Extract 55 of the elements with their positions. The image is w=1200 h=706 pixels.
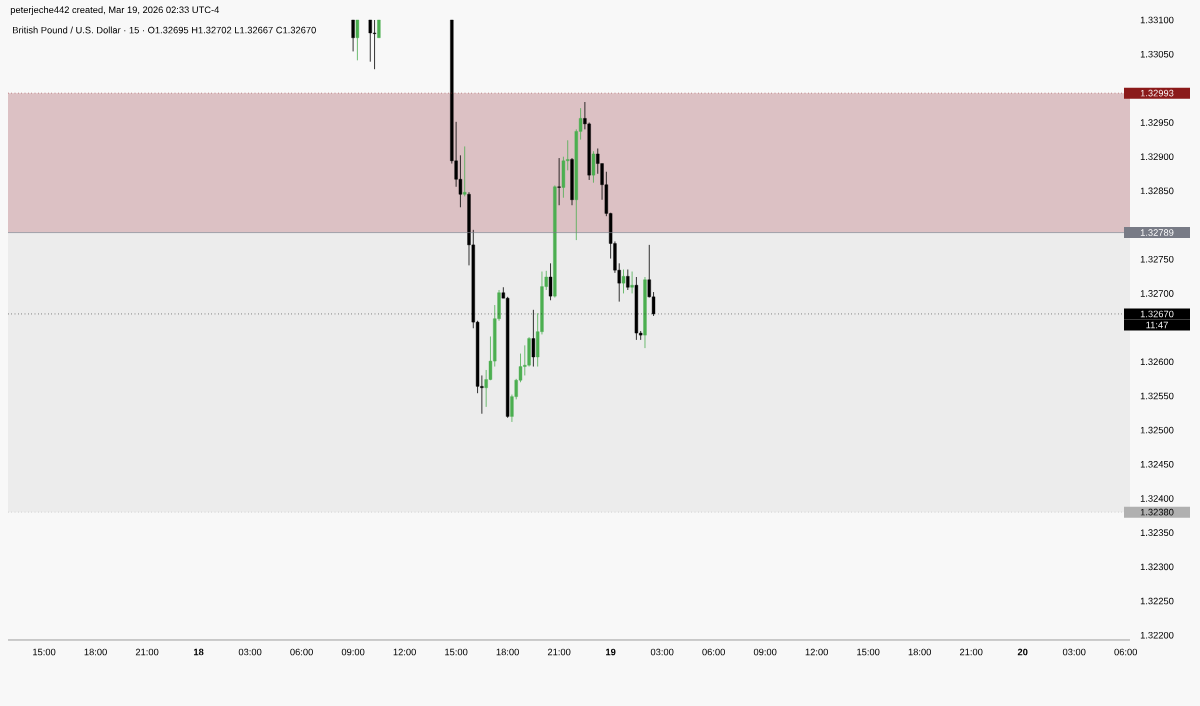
y-tick-label: 1.33050: [1140, 50, 1174, 58]
y-tick-label: 1.32300: [1140, 563, 1174, 571]
y-tick-label: 1.32350: [1140, 529, 1174, 536]
ref-line-label: 1.32670: [1140, 310, 1174, 318]
y-tick-label: 1.32400: [1140, 495, 1174, 502]
x-tick-label: 12:00: [393, 648, 416, 656]
x-tick-label: 06:00: [1114, 648, 1138, 656]
x-tick-label: 12:00: [805, 648, 828, 656]
candlestick: [626, 269, 630, 291]
x-tick-label: 03:00: [650, 648, 674, 656]
ref-line-label: 1.32380: [1140, 508, 1174, 516]
candlestick: [630, 271, 634, 294]
x-tick-label: 21:00: [135, 648, 159, 656]
text: 11:47: [1146, 321, 1168, 329]
candlestick: [621, 269, 626, 294]
candlestick: [557, 157, 561, 206]
x-tick-label: 15:00: [445, 648, 468, 656]
x-tick-label: 06:00: [702, 648, 725, 656]
x-tick-label: 21:00: [547, 648, 571, 656]
y-tick-label: 1.32950: [1140, 119, 1174, 126]
x-tick-label: 15:00: [33, 648, 56, 656]
y-tick-label: 1.32450: [1140, 461, 1174, 468]
x-tick-label: 09:00: [341, 648, 365, 656]
x-tick-label: 15:00: [857, 648, 880, 656]
x-tick-label: 03:00: [1062, 648, 1086, 656]
y-tick-label: 1.32200: [1140, 631, 1174, 639]
candlestick: [351, 19, 355, 52]
x-tick-label: 18:00: [84, 648, 107, 656]
candlestick: [372, 19, 377, 70]
y-tick-label: 1.32850: [1140, 187, 1174, 195]
x-tick-label: 09:00: [753, 648, 777, 656]
y-tick-label: 1.32750: [1140, 255, 1174, 263]
x-tick-label: 03:00: [238, 648, 262, 656]
candlestick: [355, 19, 360, 61]
y-tick-label: 1.32250: [1140, 597, 1174, 605]
y-tick-label: 1.32700: [1140, 290, 1174, 297]
y-tick-label: 1.32900: [1140, 153, 1174, 160]
chart-title: peterjeche442 created, Mar 19, 2026 02:33 UTC-4: [10, 6, 220, 15]
x-tick-label: 21:00: [959, 648, 983, 656]
y-tick-label: 1.33100: [1140, 16, 1174, 24]
x-tick-label: 18: [193, 648, 204, 656]
y-tick-label: 1.32500: [1140, 426, 1174, 434]
candlestick: [548, 262, 553, 301]
candlestick: [591, 150, 596, 184]
ref-line-label: 1.32993: [1140, 89, 1174, 97]
ref-line-label: 1.32789: [1140, 229, 1174, 236]
x-tick-label: 20: [1017, 648, 1028, 656]
x-tick-label: 18:00: [496, 648, 519, 656]
x-tick-label: 19: [606, 648, 616, 656]
x-tick-label: 18:00: [908, 648, 931, 656]
candlestick: [463, 146, 467, 197]
x-tick-label: 06:00: [290, 648, 313, 656]
text: British Pound / U.S. Dollar · 15 · O1.32695 H1.32702 L1.32667 C1.32670: [13, 26, 316, 34]
y-tick-label: 1.32600: [1140, 358, 1174, 366]
y-tick-label: 1.32550: [1140, 392, 1174, 400]
